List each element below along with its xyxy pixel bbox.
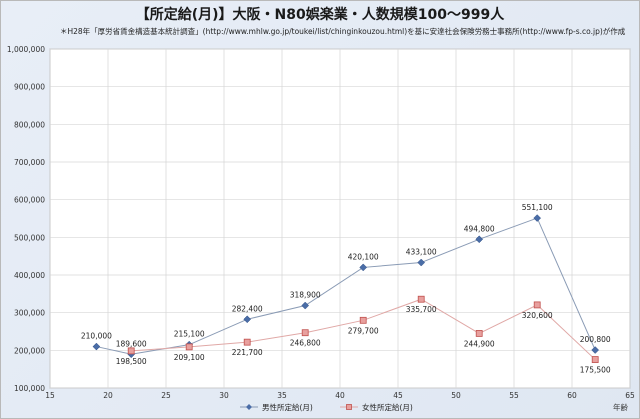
x-tick-label: 60 <box>567 391 577 400</box>
legend-marker <box>346 404 352 410</box>
series-marker <box>591 346 600 354</box>
legend: 男性所定給(月) 女性所定給(月) <box>240 402 413 412</box>
x-tick-label: 65 <box>625 391 635 400</box>
legend-label: 男性所定給(月) <box>262 402 313 412</box>
data-label: 198,500 <box>116 357 147 366</box>
y-axis: 100,000 200,000 300,000 400,000 500,000 600,0… <box>7 45 45 393</box>
series-marker <box>185 343 193 351</box>
data-label: 200,800 <box>580 335 611 344</box>
x-tick-label: 45 <box>393 391 403 400</box>
chart-title: 【所定給(月)】大阪・N80娯楽業・人数規模100～999人 <box>135 7 505 23</box>
series-marker <box>243 315 252 324</box>
y-tick-label: 900,000 <box>14 83 45 92</box>
y-tick-label: 1,000,000 <box>7 45 45 54</box>
series-marker <box>301 329 309 337</box>
series-marker <box>417 258 426 267</box>
data-label: 420,100 <box>348 252 379 261</box>
series-marker <box>359 263 368 272</box>
chart-subtitle: ＊H28年「厚労省賃金構造基本統計調査」(http://www.mhlw.go.… <box>60 27 626 36</box>
data-label: 320,600 <box>522 311 553 320</box>
legend-label: 女性所定給(月) <box>362 402 413 412</box>
x-tick-label: 35 <box>277 391 287 400</box>
data-labels: 210,000 189,600 215,100 282,400 318,900 420,1… <box>81 203 611 374</box>
x-tick-label: 55 <box>509 391 519 400</box>
y-tick-label: 700,000 <box>14 158 45 167</box>
x-axis-label: 年齢 <box>613 402 628 412</box>
series-marker <box>533 214 542 222</box>
series-marker <box>417 295 425 303</box>
data-label: 189,600 <box>116 339 147 348</box>
x-tick-label: 20 <box>103 391 113 400</box>
x-tick-label: 40 <box>335 391 345 400</box>
data-label: 215,100 <box>174 330 205 339</box>
series-marker <box>591 356 599 363</box>
grid-lines <box>49 48 631 389</box>
data-label: 318,900 <box>290 291 321 300</box>
series-marker <box>533 301 541 309</box>
series-marker <box>475 235 484 244</box>
x-axis: 15 20 25 30 35 40 45 50 55 60 65 <box>45 391 635 400</box>
data-label: 210,000 <box>81 332 112 341</box>
y-tick-label: 500,000 <box>14 233 45 242</box>
data-label: 551,100 <box>522 203 553 212</box>
data-label: 221,700 <box>232 348 263 357</box>
series-marker <box>359 316 367 324</box>
data-label: 175,500 <box>580 366 611 375</box>
data-label: 246,800 <box>290 339 321 348</box>
y-tick-label: 200,000 <box>14 346 45 355</box>
data-label: 433,100 <box>406 248 437 257</box>
y-tick-label: 400,000 <box>14 271 45 280</box>
data-label: 335,700 <box>406 305 437 314</box>
series-marker <box>301 301 310 310</box>
x-tick-label: 15 <box>45 391 55 400</box>
y-tick-label: 300,000 <box>14 309 45 318</box>
y-tick-label: 600,000 <box>14 196 45 205</box>
data-label: 494,800 <box>464 224 495 233</box>
series-marker <box>92 342 101 351</box>
y-tick-label: 800,000 <box>14 120 45 129</box>
series-marker <box>243 338 251 346</box>
data-label: 279,700 <box>348 326 379 335</box>
series-markers <box>92 214 600 363</box>
y-tick-label: 100,000 <box>14 384 45 393</box>
data-label: 282,400 <box>232 304 263 313</box>
x-tick-label: 50 <box>451 391 461 400</box>
x-tick-label: 30 <box>219 391 229 400</box>
data-label: 209,100 <box>174 353 205 362</box>
series-marker <box>475 330 483 337</box>
series-line <box>96 217 596 355</box>
legend-marker <box>246 404 252 410</box>
x-tick-label: 25 <box>161 391 171 400</box>
data-label: 244,900 <box>464 339 495 348</box>
series-marker <box>127 347 135 355</box>
